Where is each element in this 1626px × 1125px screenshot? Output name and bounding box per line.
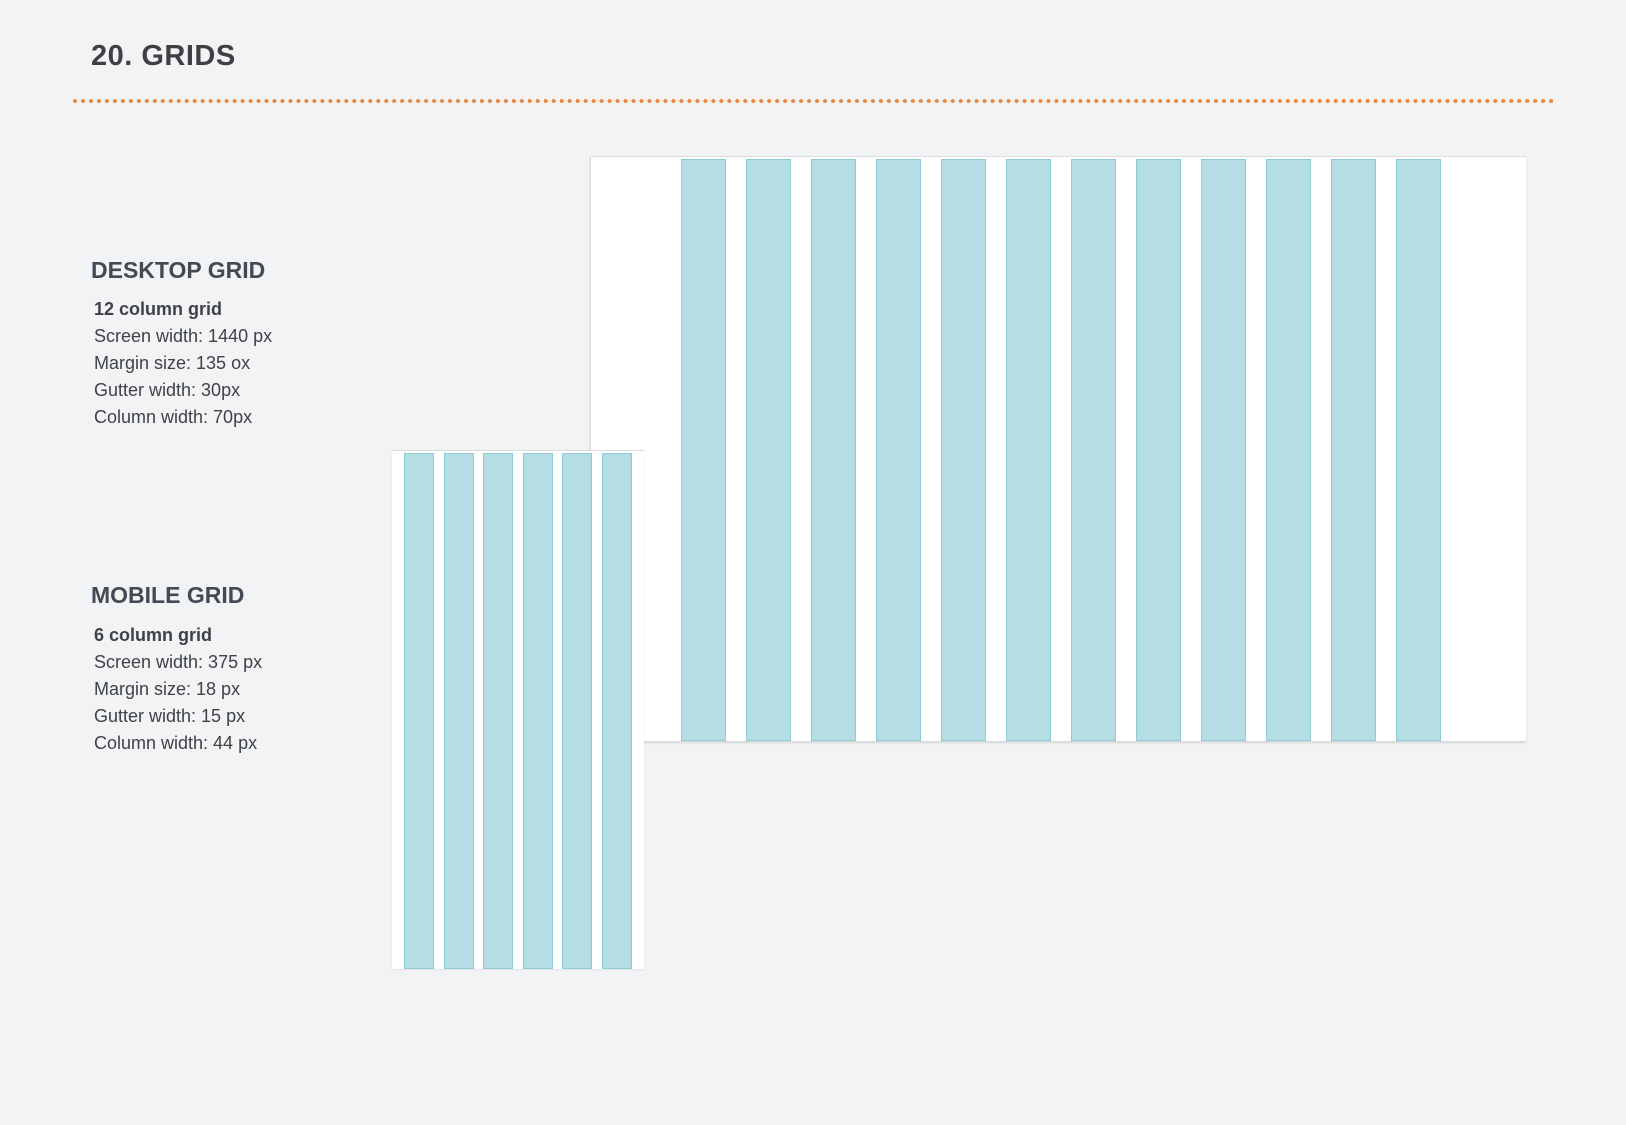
mobile-grid-column-3 — [483, 453, 513, 969]
desktop-grid-column-11 — [1331, 159, 1376, 741]
mobile-spec-screen-width: Screen width: 375 px — [94, 652, 263, 672]
mobile-grid-heading: MOBILE GRID — [91, 582, 245, 608]
desktop-grid-column-3 — [811, 159, 856, 741]
mobile-grid-specs: 6 column grid Screen width: 375 px Margi… — [94, 622, 262, 757]
desktop-grid-column-8 — [1136, 159, 1181, 741]
mobile-spec-margin-size: Margin size: 18 px — [94, 679, 241, 699]
mobile-grid-column-4 — [522, 453, 553, 969]
desktop-spec-screen-width: Screen width: 1440 px — [94, 326, 273, 346]
desktop-grid-column-1 — [681, 159, 726, 741]
desktop-spec-column-width: Column width: 70px — [94, 407, 253, 427]
mobile-grid-column-2 — [443, 453, 474, 969]
desktop-grid-illustration — [590, 156, 1526, 741]
mobile-grid-column-5 — [562, 453, 592, 969]
desktop-grid-column-4 — [876, 159, 921, 741]
desktop-grid-column-7 — [1071, 159, 1116, 741]
desktop-spec-gutter-width: Gutter width: 30px — [94, 380, 241, 400]
mobile-grid-column-1 — [404, 453, 434, 969]
mobile-grid-illustration — [392, 450, 644, 969]
mobile-grid-column-6 — [601, 453, 632, 969]
desktop-grid-column-6 — [1006, 159, 1051, 741]
desktop-grid-heading: DESKTOP GRID — [91, 257, 266, 283]
page-title: 20. GRIDS — [91, 40, 236, 72]
desktop-grid-column-12 — [1396, 159, 1441, 741]
desktop-spec-margin-size: Margin size: 135 ox — [94, 353, 251, 373]
desktop-grid-specs: 12 column grid Screen width: 1440 px Mar… — [94, 296, 272, 431]
desktop-grid-column-10 — [1266, 159, 1311, 741]
mobile-spec-gutter-width: Gutter width: 15 px — [94, 706, 246, 726]
desktop-grid-column-5 — [941, 159, 986, 741]
desktop-spec-columns: 12 column grid — [94, 299, 223, 319]
desktop-grid-column-9 — [1201, 159, 1246, 741]
dotted-divider — [73, 99, 1555, 103]
mobile-spec-column-width: Column width: 44 px — [94, 733, 258, 753]
desktop-grid-column-2 — [746, 159, 791, 741]
mobile-spec-columns: 6 column grid — [94, 625, 213, 645]
